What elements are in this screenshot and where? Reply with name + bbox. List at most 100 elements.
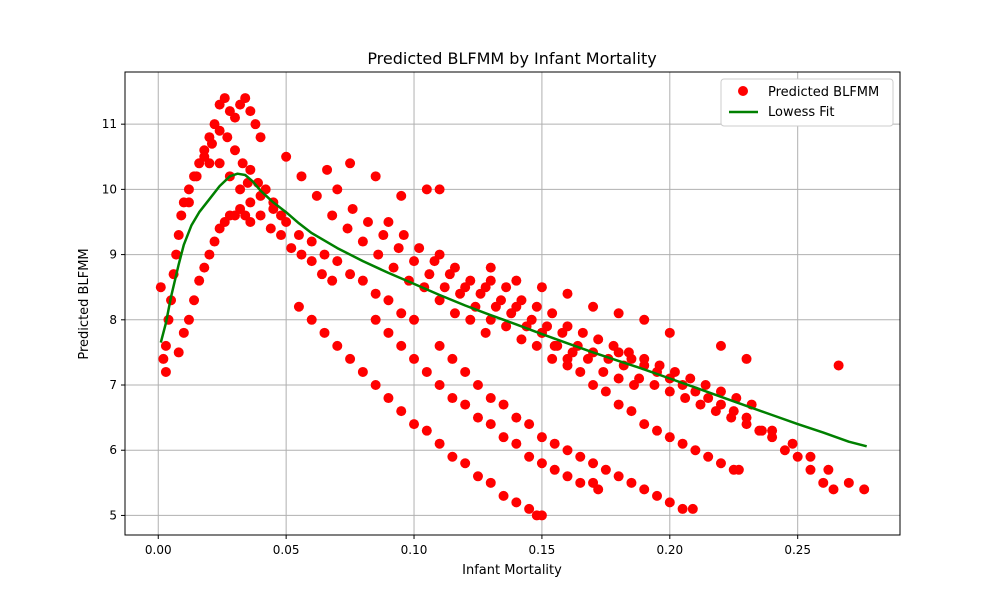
scatter-point (370, 171, 381, 182)
scatter-point (255, 132, 266, 143)
scatter-point (409, 353, 420, 364)
scatter-point (536, 510, 547, 521)
scatter-point (652, 490, 663, 501)
y-tick-label: 8 (109, 313, 117, 327)
scatter-point (316, 269, 327, 280)
scatter-point (373, 249, 384, 260)
scatter-point (439, 282, 450, 293)
scatter-point (327, 210, 338, 221)
y-tick-label: 9 (109, 248, 117, 262)
scatter-point (245, 216, 256, 227)
scatter-point (828, 484, 839, 495)
scatter-point (549, 340, 560, 351)
scatter-point (613, 373, 624, 384)
scatter-point (588, 458, 599, 469)
scatter-point (472, 412, 483, 423)
scatter-point (178, 327, 189, 338)
scatter-point (613, 308, 624, 319)
scatter-point (421, 184, 432, 195)
scatter-point (255, 210, 266, 221)
scatter-point (588, 380, 599, 391)
x-tick-label: 0.00 (145, 543, 172, 557)
scatter-point (332, 184, 343, 195)
scatter-point (524, 451, 535, 462)
scatter-point (498, 432, 509, 443)
scatter-point (296, 171, 307, 182)
scatter-point (434, 438, 445, 449)
scatter-point (728, 406, 739, 417)
scatter-point (626, 477, 637, 488)
scatter-point (424, 269, 435, 280)
scatter-point (664, 497, 675, 508)
scatter-point (155, 282, 166, 293)
legend-box (720, 78, 894, 127)
scatter-point (281, 216, 292, 227)
scatter-point (396, 340, 407, 351)
scatter-point (396, 406, 407, 417)
scatter-point (281, 151, 292, 162)
scatter-point (409, 314, 420, 325)
scatter-point (613, 347, 624, 358)
scatter-point (695, 399, 706, 410)
scatter-point (322, 164, 333, 175)
scatter-point (634, 373, 645, 384)
scatter-point (434, 295, 445, 306)
scatter-point (531, 340, 542, 351)
scatter-point (245, 106, 256, 117)
scatter-point (447, 393, 458, 404)
scatter-point (562, 471, 573, 482)
scatter-point (434, 340, 445, 351)
scatter-point (214, 158, 225, 169)
scatter-point (383, 295, 394, 306)
scatter-point (449, 308, 460, 319)
plot-background (125, 72, 900, 535)
scatter-point (176, 210, 187, 221)
scatter-point (600, 464, 611, 475)
scatter-point (485, 393, 496, 404)
x-axis-label: Infant Mortality (462, 563, 562, 578)
scatter-point (173, 230, 184, 241)
scatter-point (805, 464, 816, 475)
lowess-line (159, 172, 868, 448)
scatter-point (472, 471, 483, 482)
scatter-point (345, 353, 356, 364)
scatter-point (767, 432, 778, 443)
x-tick-label: 0.20 (656, 543, 683, 557)
scatter-point (189, 295, 200, 306)
scatter-point (593, 484, 604, 495)
scatter-point (449, 262, 460, 273)
scatter-point (268, 203, 279, 214)
scatter-series (155, 93, 870, 521)
scatter-point (237, 158, 248, 169)
scatter-point (575, 366, 586, 377)
legend-label-lowess: Lowess Fit (768, 105, 835, 120)
scatter-point (472, 380, 483, 391)
scatter-point (235, 184, 246, 195)
scatter-point (245, 164, 256, 175)
scatter-point (562, 445, 573, 456)
scatter-point (222, 132, 233, 143)
scatter-point (265, 223, 276, 234)
scatter-point (183, 184, 194, 195)
scatter-point (160, 340, 171, 351)
y-tick-label: 10 (102, 182, 117, 196)
scatter-point (593, 334, 604, 345)
scatter-point (562, 353, 573, 364)
scatter-point (600, 386, 611, 397)
x-axis-ticks: 0.00 0.05 0.10 0.15 0.20 0.25 (145, 535, 811, 557)
scatter-point (286, 243, 297, 254)
scatter-point (311, 190, 322, 201)
scatter-point (754, 425, 765, 436)
scatter-point (171, 249, 182, 260)
scatter-point (158, 353, 169, 364)
scatter-point (296, 249, 307, 260)
scatter-point (204, 249, 215, 260)
scatter-point (199, 262, 210, 273)
scatter-point (485, 262, 496, 273)
scatter-point (306, 314, 317, 325)
scatter-point (160, 366, 171, 377)
scatter-point (332, 340, 343, 351)
scatter-point (434, 249, 445, 260)
scatter-point (639, 419, 650, 430)
